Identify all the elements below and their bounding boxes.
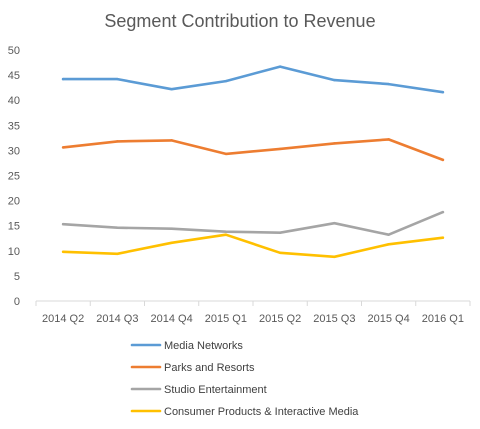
x-tick-label: 2016 Q1 bbox=[422, 313, 464, 325]
data-point bbox=[61, 146, 65, 149]
data-point bbox=[278, 251, 282, 255]
data-point bbox=[61, 77, 65, 81]
x-tick-label: 2015 Q1 bbox=[205, 313, 247, 325]
data-point bbox=[61, 250, 65, 254]
y-tick-label: 10 bbox=[8, 246, 20, 258]
legend-label: Studio Entertainment bbox=[164, 384, 267, 396]
plot-area: 0 5 10 15 20 25 30 35 40 45 50 2014 Q2 2014 Q3 2014 Q… bbox=[8, 45, 471, 325]
y-tick-label: 40 bbox=[8, 95, 20, 107]
data-point bbox=[441, 236, 445, 239]
series-line-2 bbox=[61, 210, 445, 236]
data-point bbox=[441, 210, 445, 214]
y-tick-label: 5 bbox=[14, 271, 20, 283]
data-point bbox=[224, 79, 228, 83]
legend-label: Media Networks bbox=[164, 340, 243, 352]
data-point bbox=[387, 233, 390, 236]
data-point bbox=[441, 158, 445, 162]
y-tick-label: 25 bbox=[8, 171, 20, 183]
data-point bbox=[441, 90, 445, 94]
legend: Media Networks Parks and Resorts Studio En… bbox=[130, 340, 359, 418]
data-point bbox=[387, 82, 390, 86]
data-point bbox=[333, 78, 336, 82]
x-tick-label: 2014 Q4 bbox=[151, 313, 193, 325]
data-point bbox=[224, 152, 228, 156]
data-point bbox=[116, 77, 119, 81]
data-point bbox=[116, 140, 119, 143]
legend-label: Consumer Products & Interactive Media bbox=[164, 406, 359, 418]
data-point bbox=[387, 243, 390, 246]
x-tick-label: 2015 Q3 bbox=[313, 313, 355, 325]
data-point bbox=[278, 147, 282, 151]
y-tick-label: 15 bbox=[8, 221, 20, 233]
x-tick-label: 2014 Q2 bbox=[42, 313, 84, 325]
data-point bbox=[333, 255, 336, 259]
data-point bbox=[333, 142, 336, 145]
y-tick-label: 20 bbox=[8, 196, 20, 208]
chart-title: Segment Contribution to Revenue bbox=[104, 11, 375, 31]
data-point bbox=[278, 65, 282, 68]
data-point bbox=[170, 241, 173, 244]
x-tick-label: 2015 Q4 bbox=[368, 313, 410, 325]
y-tick-label: 0 bbox=[14, 296, 20, 308]
data-point bbox=[170, 139, 173, 142]
data-point bbox=[116, 252, 119, 256]
data-point bbox=[116, 226, 119, 229]
data-point bbox=[224, 233, 228, 236]
y-tick-label: 35 bbox=[8, 120, 20, 132]
data-point bbox=[170, 227, 173, 230]
data-point bbox=[333, 221, 336, 225]
data-point bbox=[278, 231, 282, 234]
data-point bbox=[387, 138, 390, 141]
y-tick-label: 50 bbox=[8, 45, 20, 57]
series-line-3 bbox=[61, 233, 445, 259]
series-line-0 bbox=[61, 65, 445, 94]
data-point bbox=[224, 230, 228, 233]
x-tick-label: 2015 Q2 bbox=[259, 313, 301, 325]
series-line-1 bbox=[61, 138, 445, 162]
data-point bbox=[170, 87, 173, 91]
x-tick-label: 2014 Q3 bbox=[96, 313, 138, 325]
legend-label: Parks and Resorts bbox=[164, 362, 255, 374]
data-point bbox=[61, 222, 65, 226]
y-tick-label: 45 bbox=[8, 70, 20, 82]
y-tick-label: 30 bbox=[8, 145, 20, 157]
